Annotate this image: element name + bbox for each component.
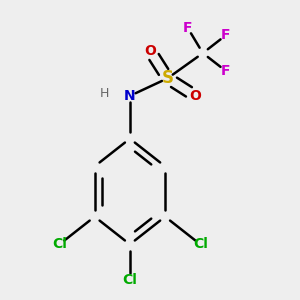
Text: O: O bbox=[189, 89, 201, 103]
Text: H: H bbox=[100, 87, 110, 100]
Text: F: F bbox=[221, 28, 230, 43]
Text: Cl: Cl bbox=[52, 237, 67, 251]
Text: F: F bbox=[221, 64, 230, 78]
Text: N: N bbox=[124, 89, 136, 103]
Text: O: O bbox=[144, 44, 156, 58]
Text: F: F bbox=[183, 21, 193, 35]
Text: S: S bbox=[162, 69, 174, 87]
Text: Cl: Cl bbox=[122, 273, 137, 286]
Text: Cl: Cl bbox=[193, 237, 208, 251]
